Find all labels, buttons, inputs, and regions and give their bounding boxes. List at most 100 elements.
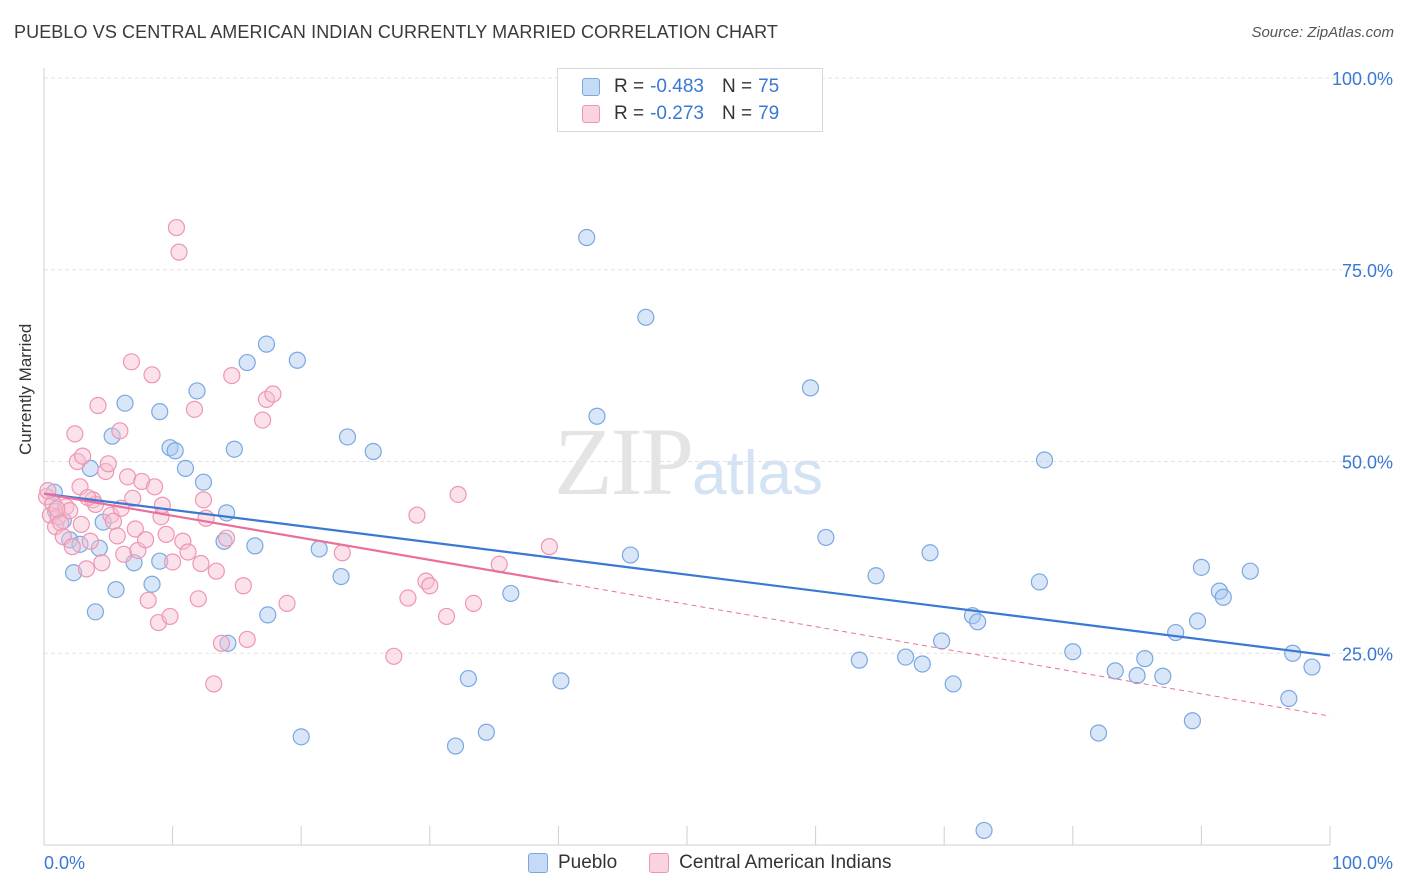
y-tick-label: 100.0% [1332, 69, 1393, 89]
data-point [179, 543, 197, 561]
data-point [81, 532, 99, 550]
data-point [477, 723, 495, 741]
trend-line-extension-central-american-indians [558, 581, 1331, 717]
data-point [446, 737, 465, 755]
legend-item-central-american-indians[interactable]: Central American Indians [649, 852, 891, 874]
data-point [540, 538, 558, 556]
data-point [174, 532, 192, 550]
data-point [421, 577, 439, 595]
data-point [1128, 666, 1146, 685]
data-point [1284, 644, 1302, 662]
data-point [1106, 662, 1124, 680]
data-point [1089, 724, 1108, 742]
data-point [257, 335, 276, 353]
data-point [588, 407, 606, 425]
data-point [637, 308, 655, 326]
data-point [66, 425, 84, 443]
legend-swatch-pueblo [528, 853, 548, 873]
legend-label-central-american-indians: Central American Indians [679, 852, 892, 873]
legend-r-value: -0.273 [650, 103, 704, 124]
y-tick-label: 75.0% [1342, 261, 1393, 281]
data-point [288, 351, 306, 369]
data-point [218, 529, 236, 547]
data-point [64, 564, 83, 582]
data-point [975, 821, 993, 840]
data-point [292, 728, 310, 746]
data-point [1136, 650, 1154, 668]
data-point [161, 607, 179, 626]
data-point [502, 584, 520, 603]
data-point [459, 669, 477, 688]
data-point [364, 442, 382, 461]
data-point [215, 532, 233, 550]
legend-item-pueblo[interactable]: Pueblo [528, 852, 617, 874]
data-point [151, 403, 169, 421]
data-point [1183, 712, 1201, 730]
data-point [1167, 623, 1185, 642]
data-point [867, 567, 885, 585]
data-point [385, 647, 403, 665]
data-point [111, 422, 129, 440]
data-point [921, 544, 939, 562]
legend-swatch-central-american-indians [582, 105, 600, 123]
data-point [310, 540, 328, 558]
data-point [1303, 658, 1321, 676]
data-point [1192, 558, 1211, 576]
data-point [578, 228, 596, 247]
data-point [1154, 667, 1172, 685]
data-point [225, 440, 243, 458]
data-point [108, 527, 126, 545]
data-point [90, 539, 108, 557]
data-point [552, 672, 570, 690]
legend-swatch-central-american-indians [649, 853, 670, 873]
data-point [176, 459, 195, 478]
data-point [63, 538, 81, 556]
data-point [897, 648, 915, 666]
correlation-legend: R = -0.483 N = 75 R = -0.273 N = 79 [557, 68, 823, 132]
data-point [52, 514, 70, 532]
legend-n-value: 79 [758, 103, 780, 124]
data-point [73, 447, 92, 465]
data-point [332, 567, 350, 586]
legend-swatch-pueblo [582, 78, 600, 96]
data-point [850, 651, 868, 669]
data-point [166, 442, 184, 460]
trend-line-central-american-indians [43, 492, 559, 584]
data-point [449, 485, 467, 504]
data-point [1188, 612, 1207, 630]
data-point [259, 606, 277, 624]
data-point [264, 385, 282, 403]
axes [43, 68, 1331, 846]
y-axis-label: Currently Married [16, 323, 35, 455]
data-point [944, 675, 962, 693]
data-point [124, 489, 142, 507]
data-point [969, 613, 987, 631]
data-point [219, 634, 237, 652]
tick-labels: 25.0% 50.0% 75.0% 100.0% 0.0% 100.0% [44, 69, 1393, 873]
legend-n-label: N = [721, 103, 753, 124]
y-tick-label: 25.0% [1342, 644, 1393, 664]
data-point [164, 553, 182, 571]
data-point [99, 455, 117, 473]
legend-label-pueblo: Pueblo [558, 852, 618, 873]
chart-title: PUEBLO VS CENTRAL AMERICAN INDIAN CURREN… [14, 22, 779, 42]
data-point [86, 603, 105, 621]
data-point [1035, 451, 1054, 469]
data-point [408, 506, 426, 524]
legend-row-pueblo: R = -0.483 N = 75 [582, 75, 779, 99]
data-point [1280, 689, 1298, 708]
data-point [223, 366, 241, 385]
data-point [464, 594, 483, 612]
source-label: Source: ZipAtlas.com [1251, 24, 1394, 41]
data-point [212, 634, 231, 652]
data-point [157, 525, 175, 543]
data-point [234, 577, 252, 595]
data-point [333, 544, 351, 562]
series-central-american-indians [37, 218, 558, 693]
data-point [192, 554, 210, 573]
legend-row-central-american-indians: R = -0.273 N = 79 [582, 102, 779, 126]
data-point [205, 675, 223, 693]
x-tick-label: 100.0% [1332, 853, 1393, 873]
data-point [338, 428, 357, 446]
data-point [161, 439, 179, 457]
